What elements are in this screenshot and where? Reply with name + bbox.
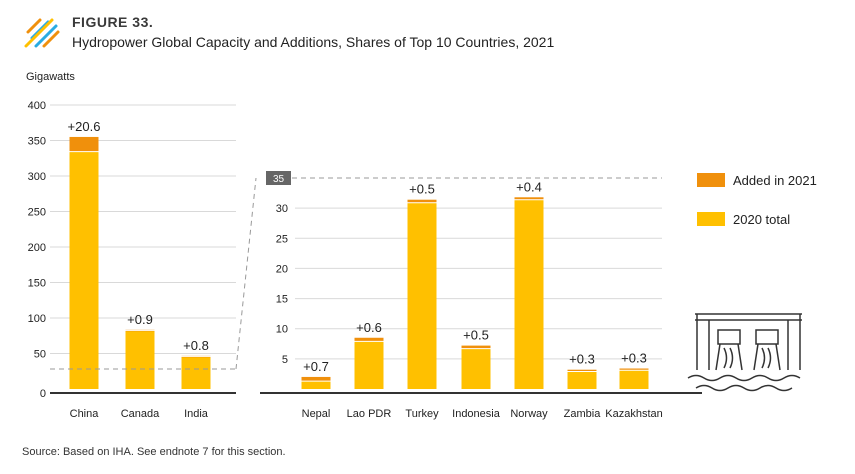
y-tick-label: 15 [276,294,288,306]
bar-2020-total-lao-pdr [354,341,384,389]
data-label: +20.6 [68,119,101,134]
y-tick-label: 5 [282,354,288,366]
legend-swatch [697,212,725,226]
bar-2020-total-turkey [407,202,437,389]
bar-added-2021-lao-pdr [354,337,384,342]
zoom-label-box [266,171,291,185]
zoom-label: 35 [273,174,285,185]
y-tick-label: 20 [276,263,288,275]
data-label: +0.6 [356,320,382,335]
data-label: +0.5 [463,328,489,343]
y-tick-label: 50 [34,349,46,361]
figure-title: Hydropower Global Capacity and Additions… [72,34,555,50]
y-tick-label: 10 [276,324,288,336]
x-tick-label: Zambia [564,408,602,420]
data-label: +0.5 [409,182,435,197]
x-tick-label: Indonesia [452,408,501,420]
bar-2020-total-china [69,151,99,389]
data-label: +0.8 [183,338,209,353]
bar-added-2021-zambia [567,369,597,372]
y-tick-label: 400 [28,100,46,112]
legend-label: Added in 2021 [733,173,817,188]
x-tick-label: Kazakhstan [605,408,662,420]
bar-2020-total-kazakhstan [619,370,649,389]
y-tick-label: 100 [28,313,46,325]
data-label: +0.9 [127,312,153,327]
bar-2020-total-canada [125,330,155,389]
y-tick-label: 0 [40,388,46,400]
y-tick-label: 250 [28,207,46,219]
source-note: Source: Based on IHA. See endnote 7 for … [22,446,286,458]
x-tick-label: India [184,408,209,420]
bar-added-2021-indonesia [461,345,491,349]
y-axis-label: Gigawatts [26,71,75,83]
x-tick-label: Canada [121,408,160,420]
dam-icon [687,313,802,392]
y-tick-label: 300 [28,171,46,183]
data-label: +0.3 [621,351,647,366]
bar-added-2021-kazakhstan [619,368,649,371]
bar-added-2021-nepal [301,376,331,382]
x-tick-label: Nepal [302,408,331,420]
data-label: +0.4 [516,179,542,194]
y-tick-label: 30 [276,203,288,215]
x-tick-label: China [70,408,100,420]
bar-added-2021-norway [514,197,544,200]
bar-added-2021-china [69,136,99,152]
zoom-dashed-line [235,177,257,370]
legend-swatch [697,173,725,187]
data-label: +0.7 [303,359,329,374]
logo-icon [24,18,60,48]
data-label: +0.3 [569,352,595,367]
figure-label: FIGURE 33. [72,14,154,30]
x-tick-label: Norway [510,408,548,420]
legend-label: 2020 total [733,212,790,227]
bar-added-2021-turkey [407,199,437,203]
bar-2020-total-indonesia [461,348,491,389]
y-tick-label: 150 [28,278,46,290]
y-tick-label: 200 [28,242,46,254]
y-tick-label: 350 [28,136,46,148]
x-tick-label: Turkey [405,408,439,420]
figure-header: FIGURE 33. Hydropower Global Capacity an… [22,10,842,54]
bar-2020-total-zambia [567,371,597,389]
x-tick-label: Lao PDR [347,408,392,420]
bar-2020-total-nepal [301,381,331,389]
bar-2020-total-india [181,356,211,389]
y-tick-label: 25 [276,233,288,245]
bar-2020-total-norway [514,199,544,389]
